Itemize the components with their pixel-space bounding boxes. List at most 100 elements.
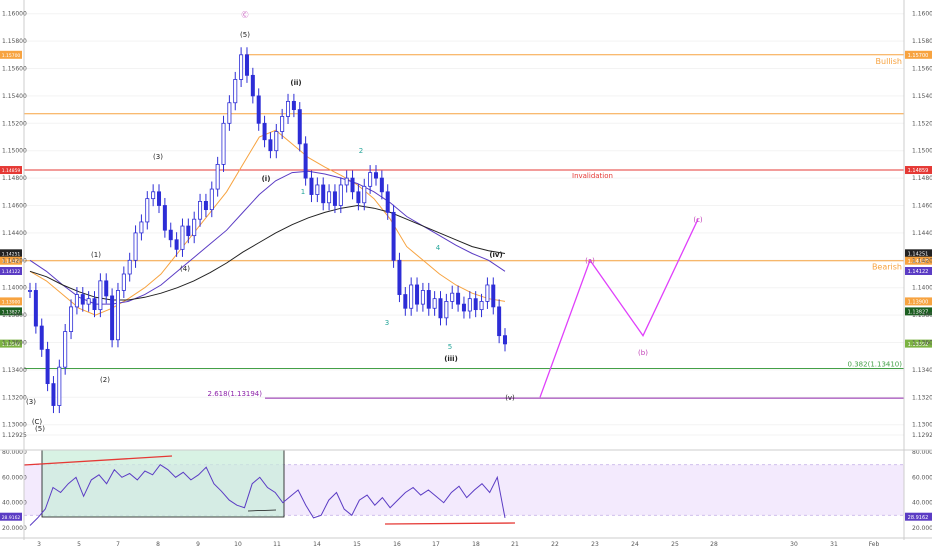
wave-label: 2 xyxy=(359,147,363,155)
candle-body xyxy=(385,191,390,213)
candle-body xyxy=(502,335,507,345)
projection-path xyxy=(539,218,699,398)
wave-label: (ii) xyxy=(290,79,301,87)
candle-body xyxy=(198,200,203,220)
y-tick-label-right: 1.14800 xyxy=(912,175,932,182)
price-tag-right xyxy=(905,249,932,258)
rsi-divergence-line xyxy=(384,522,516,525)
candle-body xyxy=(51,383,56,406)
wave-label: (1) xyxy=(91,251,101,259)
candle-body xyxy=(286,100,291,117)
y-tick-label-left: 1.14600 xyxy=(2,203,27,210)
price-tag-right xyxy=(905,256,932,265)
candle-body xyxy=(180,225,185,250)
y-tick-label-left: 1.13400 xyxy=(2,367,27,374)
y-tick-label-right: 1.12925 xyxy=(912,432,932,439)
candle-body xyxy=(309,177,314,195)
rsi-y-tick-right: 60.0000 xyxy=(912,474,932,481)
candle-body xyxy=(379,177,384,193)
candle-body xyxy=(39,325,44,350)
candle-body xyxy=(203,200,208,211)
candle-body xyxy=(303,143,308,179)
x-tick-label: 16 xyxy=(393,541,401,548)
y-tick-label-right: 1.15600 xyxy=(912,66,932,73)
price-tag-left-text: 1.13827 xyxy=(2,310,21,316)
wave-label: (c) xyxy=(693,216,703,224)
y-tick-label-right: 1.13400 xyxy=(912,367,932,374)
candle-body xyxy=(57,366,62,406)
candle-body xyxy=(315,184,320,195)
rsi-y-tick-right: 40.0000 xyxy=(912,500,932,507)
price-tag-right-text: 1.13900 xyxy=(908,300,929,306)
moving-average-line xyxy=(29,129,506,316)
price-tag-right-text: 1.13592 xyxy=(908,342,929,348)
level-label: Invalidation xyxy=(572,172,613,180)
price-tag-right-text: 1.14251 xyxy=(908,252,929,258)
rsi-y-tick-right: 20.0000 xyxy=(912,525,932,532)
candle-body xyxy=(461,303,466,312)
y-tick-label-right: 1.15800 xyxy=(912,38,932,45)
price-tag-right-text: 1.14122 xyxy=(908,269,929,275)
x-tick-label: 7 xyxy=(116,541,120,548)
candle-body xyxy=(74,294,79,308)
candle-body xyxy=(280,116,285,132)
candle-body xyxy=(491,284,496,308)
y-tick-label-left: 1.14200 xyxy=(2,257,27,264)
candle-body xyxy=(450,292,455,302)
x-tick-label: 17 xyxy=(432,541,440,548)
y-tick-label-left: 1.15400 xyxy=(2,93,27,100)
candle-body xyxy=(227,102,232,124)
y-tick-label-right: 1.15000 xyxy=(912,148,932,155)
x-tick-label: 24 xyxy=(631,541,639,548)
candle-body xyxy=(239,54,244,80)
candle-body xyxy=(426,290,431,309)
candle-body xyxy=(121,273,126,291)
level-label: 0.382(1.13410) xyxy=(848,361,903,369)
wave-label: (v) xyxy=(505,394,515,402)
price-tag-right xyxy=(905,297,932,306)
price-tag-left xyxy=(0,307,22,316)
rsi-y-tick-left: 80.0000 xyxy=(2,449,27,456)
candle-body xyxy=(221,122,226,165)
candle-body xyxy=(268,139,273,152)
candle-body xyxy=(69,306,74,332)
moving-averages xyxy=(29,129,506,316)
candle-body xyxy=(157,191,162,206)
x-tick-label: 30 xyxy=(790,541,798,548)
x-tick-label: 31 xyxy=(830,541,838,548)
candle-body xyxy=(473,298,478,311)
candle-body xyxy=(397,259,402,295)
x-tick-label: 5 xyxy=(77,541,81,548)
rsi-y-tick-left: 20.0000 xyxy=(2,525,27,532)
wave-label: Ⓒ xyxy=(242,11,249,19)
y-tick-label-left: 1.13200 xyxy=(2,394,27,401)
rsi-y-tick-left: 40.0000 xyxy=(2,500,27,507)
x-tick-label: 9 xyxy=(196,541,200,548)
y-tick-label-left: 1.15600 xyxy=(2,66,27,73)
candle-body xyxy=(209,188,214,211)
y-tick-label-right: 1.13000 xyxy=(912,422,932,429)
y-tick-label-right: 1.13200 xyxy=(912,394,932,401)
wave-label: (5) xyxy=(35,425,45,433)
price-tag-left xyxy=(0,266,22,275)
wave-label: (i) xyxy=(262,175,271,183)
candle-body xyxy=(168,229,173,241)
y-tick-label-left: 1.13600 xyxy=(2,340,27,347)
wave-label: (2) xyxy=(100,376,110,384)
horizontal-levels: Bullish Invalidation Bearish 0.382(1.13410)… xyxy=(24,54,904,399)
level-label: 2.618(1.13194) xyxy=(208,390,263,398)
candle-body xyxy=(403,294,408,309)
candle-body xyxy=(262,122,267,141)
candle-body xyxy=(80,294,85,305)
price-tag-right-text: 1.14197 xyxy=(908,259,929,265)
level-label: Bearish xyxy=(872,263,902,272)
wave-label: (iv) xyxy=(489,251,502,259)
y-tick-label-left: 1.14800 xyxy=(2,175,27,182)
x-tick-label: 25 xyxy=(671,541,679,548)
wave-label: (3) xyxy=(26,398,36,406)
candle-body xyxy=(63,331,68,368)
x-tick-label: 3 xyxy=(37,541,41,548)
x-tick-label: 23 xyxy=(591,541,599,548)
candle-body xyxy=(391,211,396,261)
